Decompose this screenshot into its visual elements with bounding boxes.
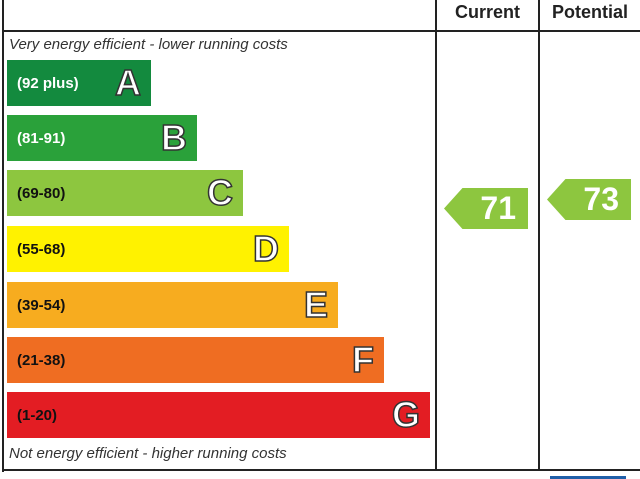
header-current: Current — [454, 2, 520, 22]
band-range: (39-54) — [17, 296, 66, 314]
band-range: (69-80) — [17, 184, 66, 202]
header-divider — [2, 30, 640, 32]
border-bottom — [2, 469, 640, 471]
band-range: (92 plus) — [17, 74, 79, 92]
band-letter: G — [391, 393, 421, 436]
band-f: (21-38) F — [7, 337, 384, 383]
potential-rating-arrow: 73 — [547, 179, 631, 220]
column-divider-current — [435, 0, 437, 471]
band-letter: B — [160, 116, 188, 159]
blue-tab — [550, 476, 626, 479]
band-d: (55-68) D — [7, 226, 289, 272]
band-c: (69-80) C — [7, 170, 243, 216]
current-rating-value: 71 — [480, 190, 516, 226]
band-range: (1-20) — [17, 406, 58, 424]
band-range: (21-38) — [17, 351, 66, 369]
caption-top: Very energy efficient - lower running co… — [9, 36, 288, 53]
column-divider-potential — [538, 0, 540, 471]
band-a: (92 plus) A — [7, 60, 151, 106]
band-e: (39-54) E — [7, 282, 338, 328]
band-range: (81-91) — [17, 129, 66, 147]
border-left — [2, 0, 4, 472]
caption-bottom: Not energy efficient - higher running co… — [9, 445, 287, 462]
band-letter: C — [206, 171, 234, 214]
header-potential: Potential — [551, 2, 628, 22]
band-letter: E — [303, 283, 329, 326]
potential-rating-value: 73 — [583, 181, 619, 217]
band-range: (55-68) — [17, 240, 66, 258]
band-b: (81-91) B — [7, 115, 197, 161]
current-rating-arrow: 71 — [444, 188, 528, 229]
band-letter: F — [351, 338, 375, 381]
band-g: (1-20) G — [7, 392, 430, 438]
band-letter: A — [114, 61, 142, 104]
band-letter: D — [252, 227, 280, 270]
